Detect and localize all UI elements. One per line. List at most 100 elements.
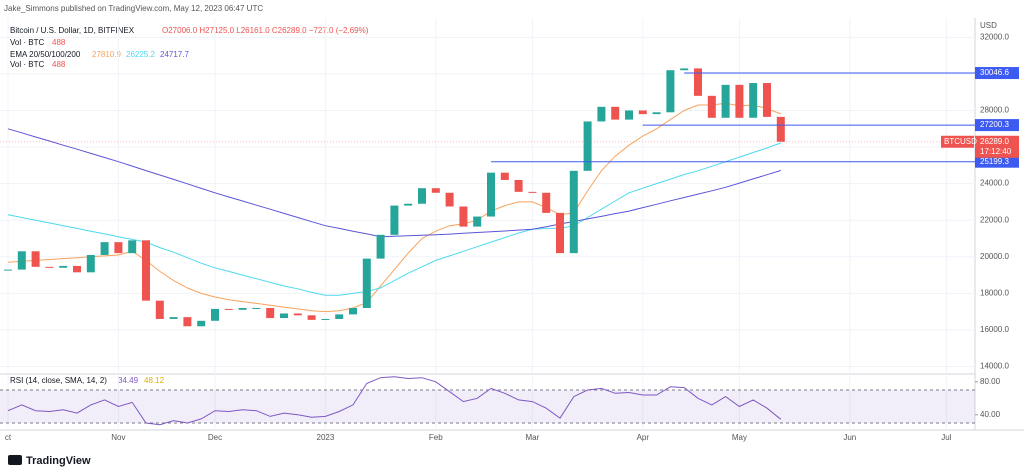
volume-label: Vol · BTC: [10, 38, 44, 47]
logo: TradingView: [8, 455, 91, 467]
candle: [390, 205, 399, 235]
candle: [376, 234, 385, 259]
candle: [445, 192, 454, 207]
volume-value: 488: [52, 38, 66, 47]
y-tick-label: 18000.0: [980, 288, 1009, 297]
volume-label: Vol · BTC: [10, 60, 44, 69]
candle: [597, 106, 606, 122]
candle: [721, 84, 730, 118]
candle: [776, 116, 785, 142]
y-tick-label: 16000.0: [980, 325, 1009, 334]
logo-mark: [8, 455, 22, 465]
y-tick-label: 28000.0: [980, 106, 1009, 115]
x-tick-label: Dec: [208, 433, 222, 442]
x-tick-label: Mar: [526, 433, 540, 442]
candle: [169, 317, 178, 319]
candle: [638, 110, 647, 115]
candle: [197, 320, 206, 327]
candle: [749, 83, 758, 118]
candle: [652, 112, 661, 115]
candle: [431, 188, 440, 193]
candle: [252, 307, 261, 309]
candle: [556, 212, 564, 254]
author-note: Jake_Simmons published on TradingView.co…: [4, 4, 263, 13]
candle: [611, 106, 620, 120]
candle: [183, 317, 192, 327]
candle: [625, 110, 633, 120]
candle: [569, 170, 578, 254]
y-tick-label: 22000.0: [980, 215, 1009, 224]
candle: [666, 70, 675, 113]
ema-value: 24717.7: [160, 50, 189, 59]
symbol-title: Bitcoin / U.S. Dollar, 1D, BITFINEX: [10, 26, 135, 35]
x-tick-label: Apr: [637, 433, 650, 442]
candle: [211, 308, 219, 321]
candle: [45, 266, 54, 268]
symbol-tag: [941, 135, 974, 148]
candle: [31, 251, 40, 267]
candle: [694, 68, 702, 96]
ema-label: EMA 20/50/100/200: [10, 50, 81, 59]
candle: [542, 192, 551, 213]
level-tag: [975, 67, 1019, 80]
y-tick-label: 20000.0: [980, 252, 1009, 261]
candle: [583, 121, 592, 171]
x-tick-label: Nov: [111, 433, 125, 442]
level-label: 27200.3: [980, 120, 1009, 129]
volume-value: 488: [52, 60, 66, 69]
last-price-label: 26289.0: [980, 137, 1009, 146]
ema-value: 27810.9: [92, 50, 121, 59]
x-tick-label: Feb: [429, 433, 443, 442]
currency: USD: [980, 21, 997, 30]
ohlc: O27006.0 H27125.0 L26161.0 C26289.0 −727…: [162, 26, 369, 35]
candle: [155, 300, 164, 319]
x-tick-label: Jul: [941, 433, 951, 442]
x-tick-label: ct: [5, 433, 12, 442]
y-tick-label: 32000.0: [980, 32, 1009, 41]
candle: [238, 307, 247, 310]
rsi-value: 34.49: [118, 376, 139, 385]
candle: [86, 254, 95, 273]
candle: [4, 269, 12, 271]
candle: [349, 307, 357, 315]
candle: [73, 265, 81, 273]
candle: [266, 307, 275, 319]
candle: [293, 313, 302, 316]
brand: TradingView: [26, 455, 91, 467]
rsi-band: [0, 390, 975, 424]
candle: [707, 95, 716, 118]
candle: [128, 240, 137, 254]
candle: [418, 188, 426, 204]
rsi-title: RSI (14, close, SMA, 14, 2): [10, 376, 107, 385]
x-tick-label: Jun: [843, 433, 856, 442]
candle: [114, 242, 123, 254]
y-tick-label: 24000.0: [980, 179, 1009, 188]
y-tick-label: 80.00: [980, 377, 1001, 386]
candle: [487, 172, 495, 217]
candle: [321, 318, 330, 320]
rsi-sma-value: 48.12: [144, 376, 165, 385]
symbol-label: BTCUSD: [944, 137, 977, 146]
ema-line: [7, 128, 781, 238]
x-tick-label: May: [732, 433, 747, 442]
level-label: 25199.3: [980, 157, 1009, 166]
ema-line: [7, 142, 781, 296]
level-tag: [975, 119, 1019, 132]
candle: [17, 251, 26, 270]
candle: [735, 84, 744, 118]
candle: [459, 206, 468, 227]
candle: [280, 313, 288, 319]
ema-value: 26225.2: [126, 50, 155, 59]
candle: [307, 315, 316, 320]
candle: [473, 216, 482, 227]
candle: [59, 265, 68, 268]
candle: [500, 172, 509, 180]
rsi-line: [7, 376, 782, 426]
x-tick-label: 2023: [317, 433, 335, 442]
candle: [142, 240, 150, 301]
y-tick-label: 40.00: [980, 410, 1001, 419]
candle: [224, 308, 233, 310]
candle: [680, 68, 689, 71]
